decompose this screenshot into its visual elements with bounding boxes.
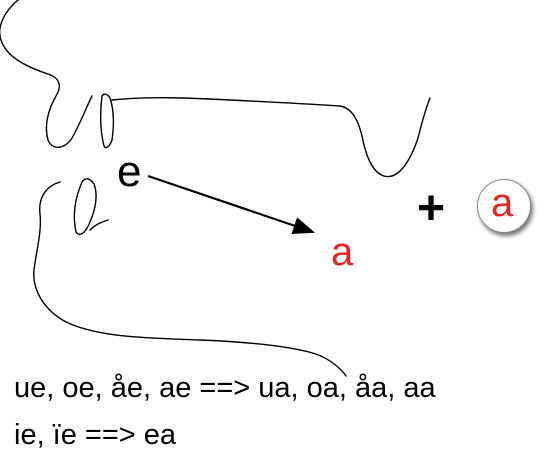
lower-teeth: [73, 178, 97, 236]
upper-teeth: [99, 93, 115, 149]
added-vowel-label: a: [491, 181, 514, 225]
source-vowel-label: e: [117, 147, 142, 196]
target-vowel-label: a: [331, 230, 354, 274]
lower-lip: [33, 181, 347, 377]
face-outline-upper: [0, 0, 93, 148]
palate: [111, 97, 431, 178]
transition-arrow: [147, 174, 316, 234]
plus-sign: +: [417, 182, 446, 235]
added-vowel-badge: a: [477, 179, 531, 233]
rule-line-1: ue, oe, åe, ae ==> ua, oa, åa, aa: [14, 372, 436, 404]
rule-line-2: ie, ïe ==> ea: [14, 419, 177, 451]
lower-teeth-root: [89, 219, 109, 231]
